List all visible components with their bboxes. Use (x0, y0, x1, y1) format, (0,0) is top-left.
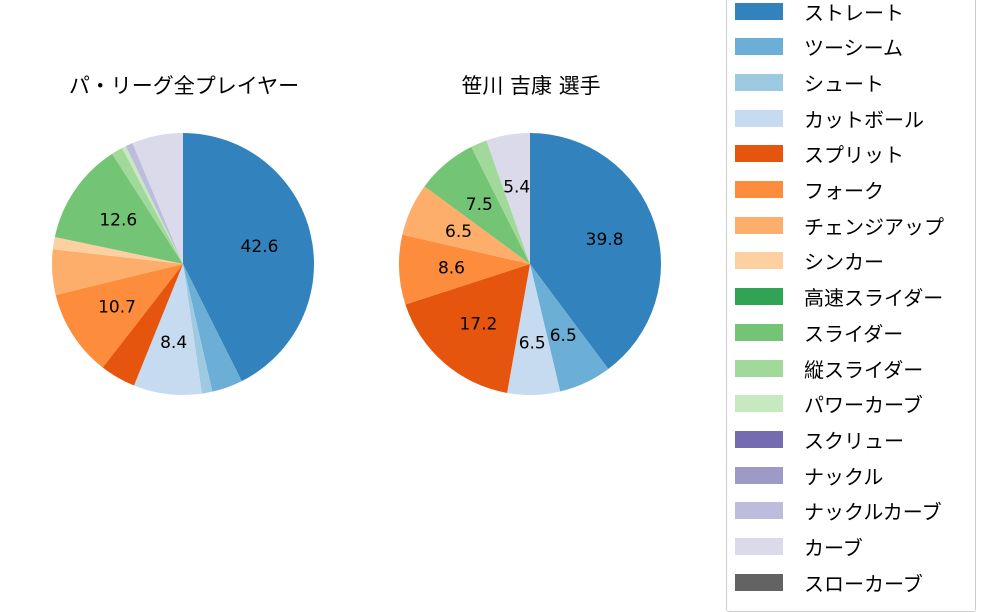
legend-item: スクリュー (735, 427, 904, 453)
legend-label: ツーシーム (804, 36, 903, 61)
legend-label: シンカー (804, 250, 884, 275)
pie-slice (183, 264, 213, 394)
pie-slice (424, 146, 530, 264)
legend-swatch (735, 395, 783, 413)
legend-swatch (735, 430, 783, 448)
pie-slice (471, 140, 530, 264)
legend-swatch (735, 73, 783, 91)
legend-swatch (735, 109, 783, 127)
slice-value-label: 8.6 (438, 258, 465, 278)
legend-swatch (735, 216, 783, 234)
pie-slice (54, 153, 183, 264)
legend-item: カーブ (735, 535, 863, 560)
legend-label: スローカーブ (804, 571, 923, 596)
legend-item: チェンジアップ (735, 213, 944, 239)
league-pie-chart: 42.6 8.4 10.7 12.6 (52, 133, 314, 395)
right-chart-title: 笹川 吉康 選手 (461, 74, 601, 98)
pie-charts: 42.68.410.712.6 39.86.56.517.28.66.57.55… (52, 133, 662, 396)
legend-item: ナックルカーブ (735, 499, 942, 525)
legend-swatch (735, 288, 783, 306)
slice-value-label: 17.2 (459, 314, 497, 334)
legend-item: スローカーブ (735, 570, 923, 596)
pie-slice (486, 133, 530, 264)
pie-slice (134, 264, 202, 395)
pie-slice (530, 264, 609, 392)
legend-swatch (735, 145, 783, 163)
pie-slice (405, 264, 530, 393)
pie-slice (530, 133, 662, 370)
pie-slice (52, 237, 184, 264)
legend-item: 縦スライダー (735, 356, 924, 382)
slice-value-label: 6.5 (550, 326, 577, 346)
pie-slice (183, 133, 314, 382)
legend-item: ストレート (735, 0, 904, 25)
legend-swatch (735, 573, 783, 591)
legend-label: スプリット (804, 143, 904, 168)
legend-label: スライダー (804, 321, 904, 346)
legend-label: パワーカーブ (804, 393, 923, 418)
slice-value-label: 42.6 (241, 237, 279, 257)
slice-value-label: 12.6 (99, 210, 137, 230)
legend-item: スライダー (735, 320, 904, 346)
legend-label: カーブ (804, 536, 863, 560)
legend-swatch (735, 538, 783, 555)
legend-item: ナックル (735, 463, 884, 489)
pie-slice (398, 234, 530, 305)
legend-label: スクリュー (804, 428, 904, 453)
legend-swatch (735, 466, 783, 484)
pie-slice (112, 148, 183, 264)
legend-label: フォーク (804, 179, 884, 203)
legend-label: 縦スライダー (804, 357, 924, 382)
legend-label: チェンジアップ (804, 214, 944, 239)
pie-slice (52, 249, 184, 295)
legend-label: ナックルカーブ (804, 500, 942, 525)
legend: ストレートツーシームシュートカットボール スプリットフォークチェンジアップ シンカー… (726, 0, 976, 612)
slice-value-label: 10.7 (98, 298, 136, 318)
legend-item: シュート (735, 70, 884, 96)
pie-slice (125, 143, 183, 264)
legend-swatch (735, 323, 783, 341)
pie-slice (55, 264, 183, 368)
legend-item: カットボール (735, 106, 924, 132)
left-chart-title: パ・リーグ全プレイヤー (68, 74, 300, 98)
pie-slice (122, 146, 183, 264)
legend-swatch (735, 252, 783, 270)
legend-swatch (735, 38, 783, 56)
legend-label: シュート (804, 71, 884, 96)
legend-swatch (735, 359, 783, 377)
pie-slice (402, 186, 530, 264)
slice-value-label: 39.8 (586, 230, 624, 250)
slice-value-label: 7.5 (466, 195, 493, 215)
legend-item: スプリット (735, 142, 904, 168)
pie-slice (183, 264, 242, 392)
legend-label: カットボール (804, 107, 924, 132)
legend-item: ツーシーム (735, 35, 903, 61)
legend-swatch (735, 502, 783, 520)
legend-label: ナックル (804, 464, 884, 489)
slice-value-label: 8.4 (160, 333, 187, 353)
pie-slice (507, 264, 561, 396)
player-pie-chart: 39.86.56.517.28.66.57.55.4 (398, 133, 662, 396)
pie-slice (132, 133, 183, 264)
slice-value-label: 5.4 (503, 178, 530, 198)
slice-value-label: 6.5 (519, 334, 546, 354)
legend-swatch (735, 181, 783, 198)
legend-item: シンカー (735, 249, 884, 275)
legend-label: 高速スライダー (804, 286, 944, 311)
legend-item: 高速スライダー (735, 285, 944, 311)
legend-item: フォーク (735, 178, 884, 203)
legend-label: ストレート (804, 0, 904, 25)
slice-value-label: 6.5 (445, 222, 472, 242)
legend-item: パワーカーブ (735, 392, 923, 418)
legend-swatch (735, 2, 783, 20)
pie-slice (102, 264, 183, 386)
